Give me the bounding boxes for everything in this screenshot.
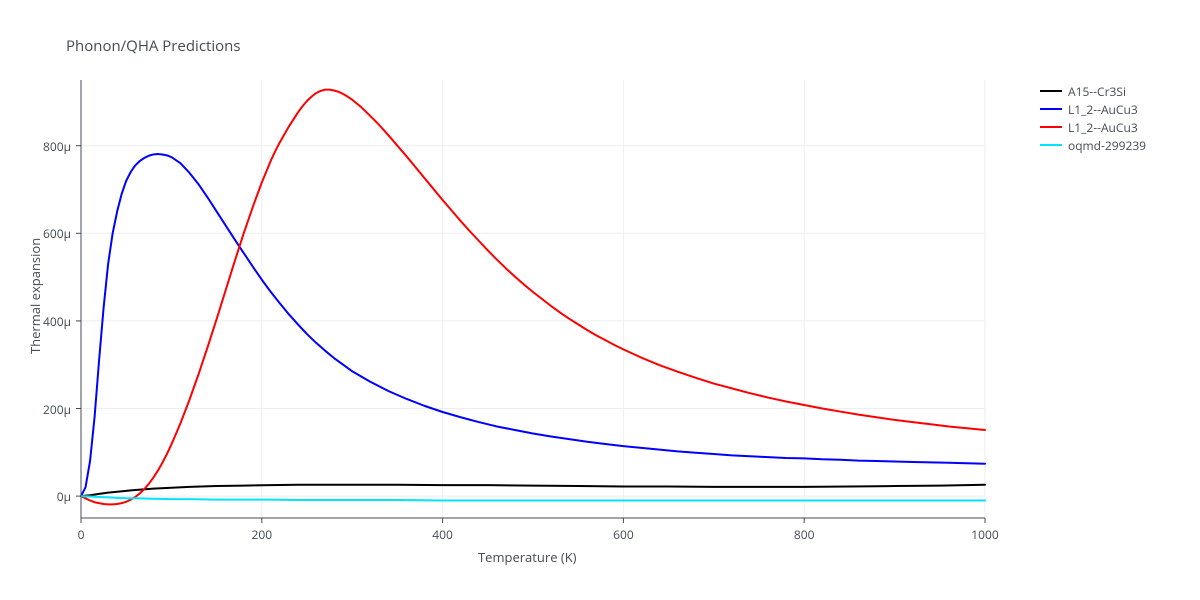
y-axis-label: Thermal expansion <box>26 238 44 354</box>
x-tick-label: 1000 <box>970 526 1000 543</box>
x-tick-label: 0 <box>66 526 96 543</box>
legend-item[interactable]: L1_2--AuCu3 <box>1040 118 1146 136</box>
y-tick-label: 200μ <box>43 401 71 418</box>
legend-item[interactable]: A15--Cr3Si <box>1040 82 1146 100</box>
series-line-0 <box>81 485 985 496</box>
y-tick-label: 600μ <box>43 225 71 242</box>
legend-item[interactable]: L1_2--AuCu3 <box>1040 100 1146 118</box>
legend-swatch <box>1040 126 1062 128</box>
legend-label: oqmd-299239 <box>1068 137 1146 154</box>
x-axis-label: Temperature (K) <box>478 548 577 566</box>
x-tick-label: 800 <box>789 526 819 543</box>
legend-swatch <box>1040 108 1062 110</box>
x-tick-label: 400 <box>428 526 458 543</box>
chart-canvas <box>0 0 1200 600</box>
y-tick-label: 400μ <box>43 313 71 330</box>
y-tick-label: 800μ <box>43 138 71 155</box>
chart-title: Phonon/QHA Predictions <box>66 36 241 56</box>
legend-item[interactable]: oqmd-299239 <box>1040 136 1146 154</box>
legend-label: A15--Cr3Si <box>1068 83 1126 100</box>
legend-swatch <box>1040 90 1062 92</box>
x-tick-label: 600 <box>608 526 638 543</box>
legend-label: L1_2--AuCu3 <box>1068 101 1138 118</box>
legend-label: L1_2--AuCu3 <box>1068 119 1138 136</box>
series-line-2 <box>81 90 985 505</box>
legend: A15--Cr3SiL1_2--AuCu3L1_2--AuCu3oqmd-299… <box>1040 82 1146 154</box>
y-tick-label: 0μ <box>57 488 71 505</box>
x-tick-label: 200 <box>247 526 277 543</box>
series-line-1 <box>81 154 985 496</box>
series-line-3 <box>81 496 985 500</box>
legend-swatch <box>1040 144 1062 146</box>
